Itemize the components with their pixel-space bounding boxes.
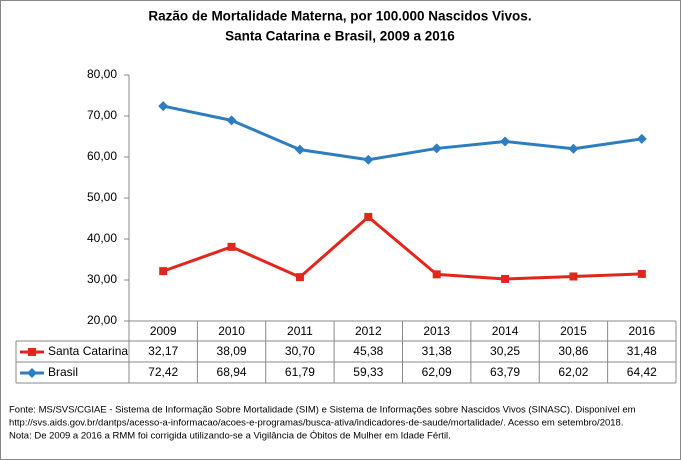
marker xyxy=(227,242,236,251)
marker xyxy=(500,136,511,147)
source-note: http://svs.aids.gov.br/dantps/acesso-a-i… xyxy=(9,418,623,429)
legend-label: Brasil xyxy=(48,365,78,379)
table-value: 68,94 xyxy=(217,365,247,379)
table-value: 31,48 xyxy=(627,344,657,358)
marker xyxy=(364,212,373,221)
y-tick-label: 40,00 xyxy=(87,231,117,245)
y-tick-label: 70,00 xyxy=(87,108,117,122)
table-value: 62,09 xyxy=(422,365,452,379)
table-value: 31,38 xyxy=(422,344,452,358)
table-value: 45,38 xyxy=(353,344,383,358)
marker xyxy=(431,143,442,154)
marker xyxy=(432,270,441,279)
x-tick-label: 2013 xyxy=(423,324,450,338)
table-value: 64,42 xyxy=(627,365,657,379)
marker xyxy=(568,143,579,154)
x-tick-label: 2016 xyxy=(628,324,655,338)
legend-label: Santa Catarina xyxy=(48,344,128,358)
x-tick-label: 2012 xyxy=(355,324,382,338)
table-value: 61,79 xyxy=(285,365,315,379)
table-value: 38,09 xyxy=(217,344,247,358)
marker xyxy=(226,115,237,126)
source-note: Fonte: MS/SVS/CGIAE - Sistema de Informa… xyxy=(9,405,636,416)
table-value: 30,70 xyxy=(285,344,315,358)
x-tick-label: 2009 xyxy=(150,324,177,338)
marker xyxy=(295,273,304,282)
y-tick-label: 80,00 xyxy=(87,67,117,81)
marker xyxy=(636,133,647,144)
marker xyxy=(637,269,646,278)
series-line xyxy=(162,215,642,281)
marker xyxy=(159,267,168,276)
chart-title: Razão de Mortalidade Materna, por 100.00… xyxy=(148,9,531,24)
table-value: 63,79 xyxy=(490,365,520,379)
y-tick-label: 60,00 xyxy=(87,149,117,163)
table-value: 30,86 xyxy=(558,344,588,358)
table-value: 30,25 xyxy=(490,344,520,358)
legend-marker xyxy=(27,368,37,378)
x-tick-label: 2011 xyxy=(287,324,313,338)
table-value: 72,42 xyxy=(148,365,178,379)
x-tick-label: 2015 xyxy=(560,324,587,338)
table-value: 59,33 xyxy=(353,365,383,379)
marker xyxy=(363,154,374,165)
marker xyxy=(294,144,305,155)
legend-marker xyxy=(28,348,36,356)
source-note: Nota: De 2009 a 2016 a RMM foi corrigida… xyxy=(9,431,451,442)
table-value: 62,02 xyxy=(558,365,588,379)
table-value: 32,17 xyxy=(148,344,178,358)
chart-subtitle: Santa Catarina e Brasil, 2009 a 2016 xyxy=(225,29,455,44)
y-tick-label: 50,00 xyxy=(87,190,117,204)
series-line xyxy=(162,104,643,162)
marker xyxy=(569,272,578,281)
x-tick-label: 2010 xyxy=(218,324,245,338)
y-tick-label: 30,00 xyxy=(87,272,117,286)
marker xyxy=(501,274,510,283)
y-tick-label: 20,00 xyxy=(87,313,117,327)
x-tick-label: 2014 xyxy=(492,324,519,338)
marker xyxy=(158,101,169,112)
